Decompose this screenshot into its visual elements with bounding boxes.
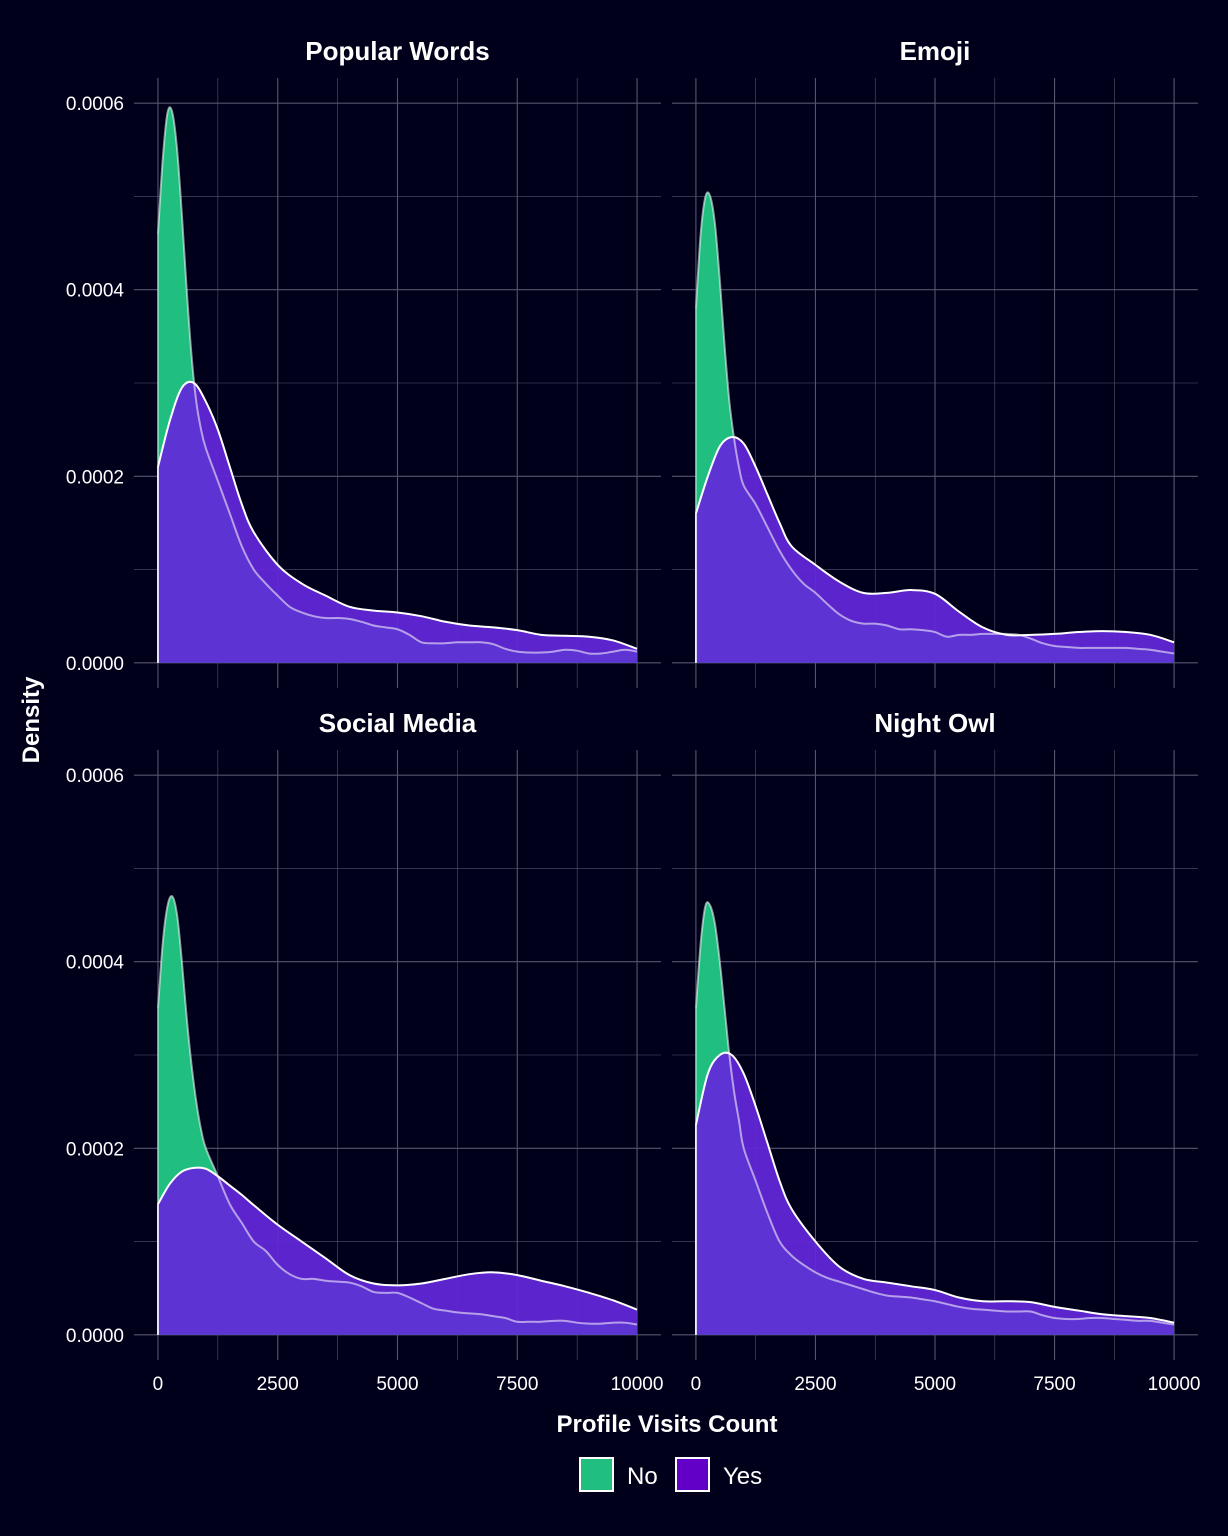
y-tick-label: 0.0006: [66, 766, 124, 787]
density-line-yes: [156, 380, 638, 650]
density-line-no: [156, 106, 638, 655]
facet-title: Popular Words: [305, 36, 489, 66]
facet-grid: Popular Words 0.0000 0.0002 0.0004 0.0006 Emo…: [66, 36, 1201, 1395]
legend: No Yes: [579, 1457, 762, 1492]
density-line-yes: [694, 436, 1175, 644]
x-tick-label: 2500: [794, 1374, 836, 1395]
density-line-no: [694, 901, 1175, 1326]
density-area-yes: [695, 1052, 1175, 1335]
density-area-yes: [695, 437, 1175, 663]
density-line-no: [156, 895, 638, 1326]
x-tick-label: 5000: [376, 1374, 418, 1395]
x-tick-label: 0: [691, 1374, 702, 1395]
density-line-yes: [694, 1051, 1175, 1324]
density-area-yes: [157, 1167, 638, 1335]
x-tick-label: 2500: [257, 1374, 299, 1395]
density-line-yes: [157, 1166, 638, 1311]
x-tick-label: 10000: [611, 1374, 664, 1395]
facet-title: Social Media: [319, 708, 477, 738]
legend-swatch-yes: [675, 1457, 710, 1492]
legend-label-yes: Yes: [723, 1463, 762, 1490]
density-line-no: [694, 191, 1175, 655]
legend-label-no: No: [627, 1463, 658, 1490]
y-tick-label: 0.0000: [66, 654, 124, 675]
y-tick-label: 0.0004: [66, 953, 125, 974]
x-tick-label: 10000: [1148, 1374, 1201, 1395]
x-tick-label: 0: [153, 1374, 164, 1395]
facet-title: Emoji: [900, 36, 971, 66]
x-tick-label: 5000: [914, 1374, 956, 1395]
x-tick-label: 7500: [1033, 1374, 1075, 1395]
facet-panel: Social Media 0.0000 0.0002 0.0004 0.0006 0 250…: [66, 708, 664, 1395]
y-tick-label: 0.0002: [66, 1139, 124, 1160]
y-axis-title: Density: [18, 676, 45, 763]
legend-swatch-no: [579, 1457, 614, 1492]
y-tick-label: 0.0004: [66, 281, 125, 302]
density-area-yes: [157, 381, 638, 663]
x-axis-title: Profile Visits Count: [557, 1411, 778, 1438]
facet-title: Night Owl: [874, 708, 995, 738]
facet-panel: Emoji: [672, 36, 1198, 688]
y-tick-label: 0.0000: [66, 1326, 124, 1347]
y-tick-label: 0.0006: [66, 94, 124, 115]
x-tick-label: 7500: [496, 1374, 538, 1395]
y-tick-label: 0.0002: [66, 467, 124, 488]
facet-panel: Night Owl 0 2500 5000 7500 10000: [672, 708, 1201, 1395]
facet-panel: Popular Words 0.0000 0.0002 0.0004 0.0006: [66, 36, 661, 688]
